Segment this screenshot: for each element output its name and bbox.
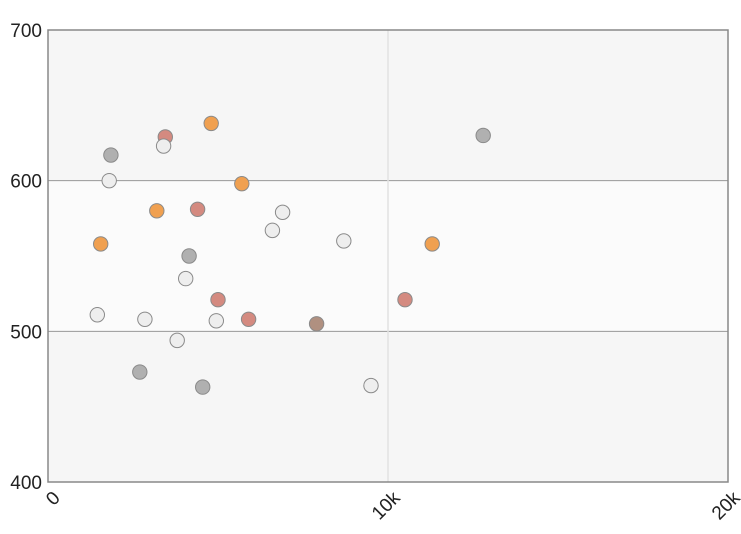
data-point xyxy=(181,248,197,264)
plot-frame xyxy=(47,29,729,483)
data-points xyxy=(89,115,491,395)
data-point xyxy=(210,291,226,308)
y-tick-label: 500 xyxy=(10,322,42,343)
y-tick-label: 400 xyxy=(10,473,42,494)
data-point xyxy=(240,311,257,327)
x-tick-label: 0 xyxy=(42,488,64,510)
data-point xyxy=(155,138,172,154)
data-point xyxy=(178,270,194,287)
data-point xyxy=(103,147,119,163)
data-point xyxy=(132,364,148,380)
data-point xyxy=(203,115,219,132)
y-tick-label: 600 xyxy=(10,172,42,193)
data-point xyxy=(169,332,185,349)
data-point xyxy=(363,377,379,394)
data-point xyxy=(89,307,106,323)
x-axis-tick-labels: 0 10k 20k xyxy=(42,487,741,524)
y-axis-tick-labels: 400 500 600 700 xyxy=(10,21,42,494)
data-point xyxy=(336,233,352,249)
data-point xyxy=(274,204,291,221)
data-point xyxy=(234,175,250,192)
x-tick-label: 10k xyxy=(368,487,405,524)
data-point xyxy=(189,201,206,217)
data-point xyxy=(101,172,117,189)
data-point xyxy=(208,313,225,329)
data-point xyxy=(149,203,165,219)
data-point xyxy=(93,236,109,252)
data-point xyxy=(397,291,413,308)
x-tick-label: 20k xyxy=(708,487,741,524)
data-point xyxy=(424,236,440,252)
y-tick-label: 700 xyxy=(10,21,42,42)
data-point xyxy=(195,379,211,395)
data-point xyxy=(264,222,281,239)
data-point xyxy=(137,311,153,327)
data-point xyxy=(475,127,491,144)
data-point xyxy=(308,316,325,332)
